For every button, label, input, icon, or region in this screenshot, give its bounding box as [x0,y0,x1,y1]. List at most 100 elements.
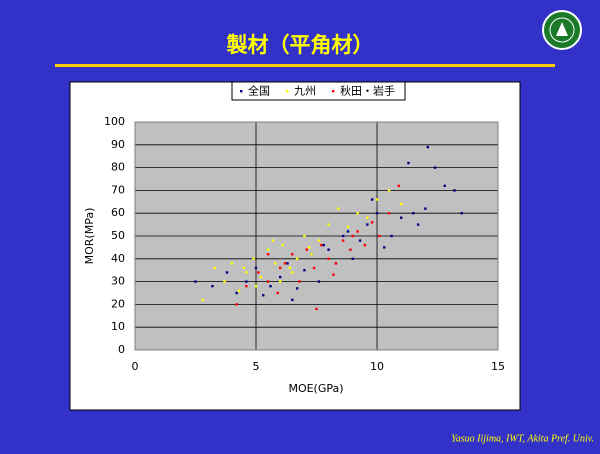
point [201,298,204,302]
point [237,289,241,292]
point [194,280,197,283]
point [453,189,456,192]
point [370,221,374,224]
point [305,248,309,251]
point [235,303,238,306]
point [351,257,354,260]
point [223,280,226,283]
x-tick-label: 10 [370,360,384,373]
point [317,280,321,283]
point [266,280,270,283]
point [254,284,258,288]
point [295,257,299,260]
x-axis-label: MOE(GPa) [288,382,343,395]
legend-marker [332,90,335,93]
point [230,262,233,265]
point [349,248,352,251]
point [303,234,306,238]
point [279,266,282,270]
point [433,166,437,169]
y-tick-label: 70 [111,183,125,196]
point [315,307,318,311]
point [356,212,359,215]
x-tick-label: 0 [132,360,139,373]
point [358,239,362,242]
logo [542,10,582,50]
y-tick-label: 60 [111,206,125,219]
point [322,243,325,247]
point [281,243,284,247]
point [390,234,393,238]
credit: Yasuo Iijima, IWT, Akita Pref. Univ. [451,433,594,444]
point [375,212,379,215]
point [242,266,246,270]
point [400,202,403,206]
point [245,280,248,283]
point [266,253,270,256]
point [426,145,430,149]
point [332,273,335,276]
legend: 全国 九州 秋田・岩手 [240,84,395,98]
point [269,284,272,288]
point [378,234,381,238]
y-tick-label: 20 [111,297,125,310]
y-tick-label: 40 [111,252,125,265]
point [291,271,294,274]
point [375,198,379,201]
point [213,266,217,270]
point [254,266,258,270]
y-tick-label: 80 [111,161,125,174]
point [259,275,263,279]
point [351,234,354,238]
point [387,189,391,192]
point [407,161,410,165]
point [291,253,294,256]
point [276,291,279,295]
point [279,280,282,283]
point [387,212,391,215]
point [303,269,306,272]
legend-marker [286,90,289,93]
y-tick-label: 50 [111,229,125,242]
point [283,262,287,265]
point [383,246,386,249]
point [271,239,275,242]
point [366,223,369,226]
point [245,284,248,288]
point [341,234,345,238]
point [257,271,260,274]
legend-label: 全国 [248,84,270,98]
point [346,230,350,233]
y-tick-label: 0 [118,343,125,356]
point [286,262,289,265]
point [245,271,248,274]
point [327,248,330,251]
x-tick-label: 15 [491,360,505,373]
y-tick-label: 90 [111,138,125,151]
point [291,298,294,302]
legend-label: 秋田・岩手 [340,84,395,98]
point [327,257,330,260]
point [370,198,374,201]
plot-border [134,121,499,351]
point [288,266,292,270]
point [317,239,321,242]
legend-label: 九州 [294,85,316,98]
point [346,225,350,229]
point [416,223,420,226]
title-underline [55,64,555,67]
point [356,230,359,233]
point [341,239,345,242]
point [312,266,316,270]
point [252,257,255,260]
point [397,184,400,188]
point [460,212,463,215]
y-tick-label: 10 [111,320,125,333]
point [274,262,277,265]
point [310,253,313,256]
point [337,207,340,210]
points [194,145,463,311]
point [279,275,282,279]
